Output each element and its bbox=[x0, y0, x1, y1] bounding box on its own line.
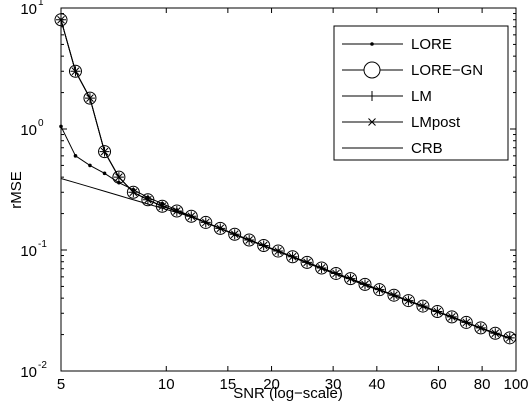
y-tick-exponent: -2 bbox=[38, 360, 47, 371]
y-tick-label: 10 bbox=[20, 243, 37, 260]
y-tick-label: 10 bbox=[20, 1, 37, 18]
series-line-lore-gn bbox=[60, 19, 510, 339]
data-point-lore-gn bbox=[372, 283, 386, 297]
legend-label-lmpost: LMpost bbox=[411, 114, 461, 131]
data-point-lore-gn bbox=[430, 305, 444, 319]
x-tick-labels: 5 10 15 20 30 40 60 80 100 bbox=[57, 376, 529, 393]
data-point-lore-gn bbox=[401, 294, 415, 308]
x-tick-label: 20 bbox=[263, 376, 280, 393]
data-point-lore-gn bbox=[358, 277, 372, 291]
legend-marker-lore-gn bbox=[363, 61, 381, 79]
data-point-lore-gn bbox=[126, 185, 140, 199]
data-point-lmpost bbox=[57, 15, 65, 24]
data-point-lore-gn bbox=[155, 199, 169, 213]
x-axis-title: SNR (log−scale) bbox=[233, 385, 343, 402]
y-tick-label: 10 bbox=[20, 364, 37, 381]
data-point-lore-gn bbox=[329, 266, 343, 280]
y-tick-exponent: 0 bbox=[38, 118, 44, 129]
data-point-lore bbox=[59, 124, 63, 129]
series-lore-gn bbox=[54, 13, 517, 345]
x-tick-label: 5 bbox=[57, 376, 65, 393]
data-point-lore-gn bbox=[98, 145, 112, 159]
data-point-lore-gn bbox=[68, 64, 82, 78]
data-point-lore-gn bbox=[459, 315, 473, 329]
y-tick-exponent: -1 bbox=[38, 239, 47, 250]
data-point-lore-gn bbox=[141, 193, 155, 207]
data-point-lore-gn bbox=[83, 91, 97, 105]
data-point-lore bbox=[102, 171, 107, 176]
legend-label-lore-gn: LORE−GN bbox=[411, 62, 483, 79]
legend-item-lore: LORE bbox=[342, 36, 452, 53]
x-tick-label: 30 bbox=[325, 376, 342, 393]
legend-box bbox=[333, 25, 509, 161]
x-tick-label: 60 bbox=[430, 376, 447, 393]
legend-marker-lmpost bbox=[368, 118, 376, 126]
data-point-lore-gn bbox=[228, 227, 242, 241]
legend-label-lore: LORE bbox=[411, 36, 452, 53]
data-point-lore-gn bbox=[445, 310, 459, 324]
data-point-lore-gn bbox=[112, 170, 126, 184]
data-point-lore-gn bbox=[184, 209, 198, 223]
data-point-lore-gn bbox=[488, 326, 502, 340]
data-point-lore-gn bbox=[213, 221, 227, 235]
data-point-lore-gn bbox=[344, 272, 358, 286]
x-tick-label: 80 bbox=[474, 376, 491, 393]
data-point-lore-gn bbox=[170, 204, 184, 218]
data-point-lore-gn bbox=[387, 288, 401, 302]
data-point-lore bbox=[73, 154, 78, 158]
y-tick-label: 10 bbox=[20, 122, 37, 139]
data-point-lore-gn bbox=[286, 250, 300, 264]
legend: LORE LORE−GN LM LMpost CRB bbox=[333, 25, 509, 161]
legend-label-lm: LM bbox=[411, 88, 432, 105]
data-point-lore-gn bbox=[315, 261, 329, 275]
legend-item-crb: CRB bbox=[342, 140, 443, 157]
y-axis-title: rMSE bbox=[8, 171, 25, 209]
data-point-lore-gn bbox=[54, 13, 68, 27]
data-point-lore-gn bbox=[503, 331, 517, 345]
data-point-lore-gn bbox=[242, 233, 256, 247]
legend-item-lm: LM bbox=[342, 88, 432, 105]
data-point-lore-gn bbox=[416, 299, 430, 313]
x-tick-label: 10 bbox=[158, 376, 175, 393]
data-point-lore bbox=[88, 163, 92, 168]
data-point-lore-gn bbox=[199, 215, 213, 229]
x-tick-label: 40 bbox=[368, 376, 385, 393]
data-point-lore-gn bbox=[271, 244, 285, 258]
y-tick-exponent: 1 bbox=[38, 0, 44, 8]
legend-marker-lore bbox=[370, 42, 374, 46]
legend-item-lore-gn: LORE−GN bbox=[342, 61, 483, 79]
x-tick-label: 100 bbox=[503, 376, 528, 393]
data-point-lore-gn bbox=[474, 321, 488, 335]
legend-marker-lm bbox=[367, 91, 377, 101]
series-group bbox=[54, 13, 517, 345]
x-tick-label: 15 bbox=[220, 376, 237, 393]
legend-label-crb: CRB bbox=[411, 140, 443, 157]
data-point-lore-gn bbox=[300, 255, 314, 269]
data-point-lore-gn bbox=[257, 238, 271, 252]
legend-item-lmpost: LMpost bbox=[342, 114, 461, 131]
